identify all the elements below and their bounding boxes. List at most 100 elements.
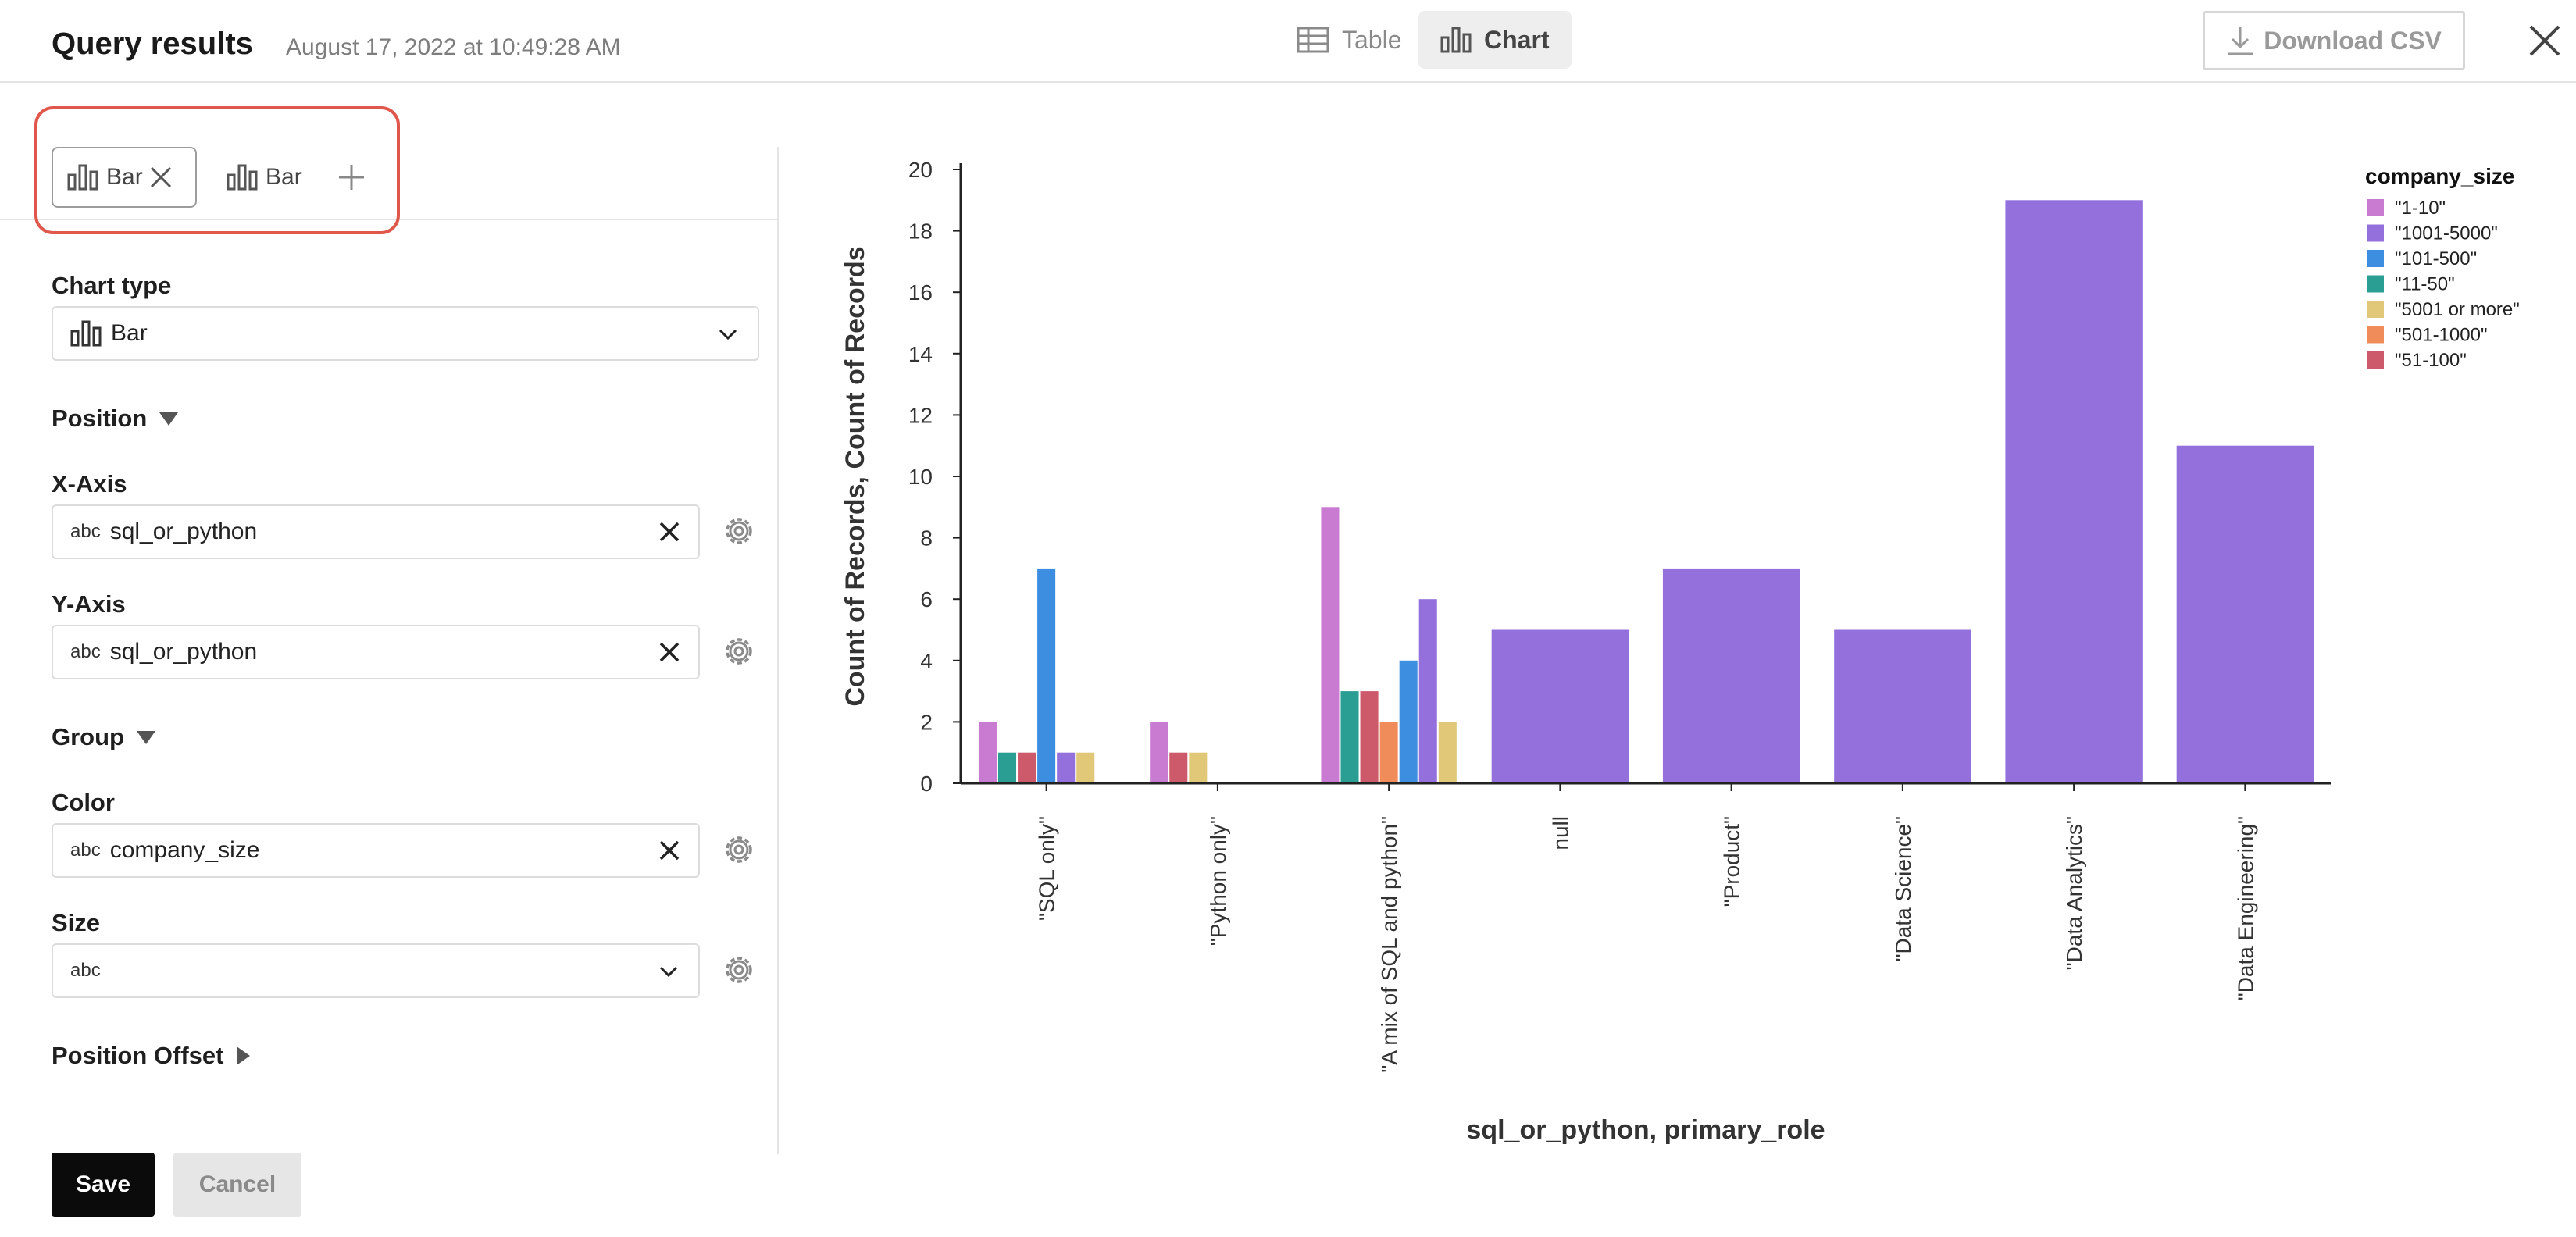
tab-table[interactable]: Table (1275, 11, 1424, 69)
bar-chart-icon (1440, 27, 1472, 53)
remove-color-icon[interactable] (658, 839, 681, 862)
chart-type-value: Bar (111, 320, 148, 346)
color-settings-icon[interactable] (722, 832, 756, 867)
y-tick-label: 8 (920, 526, 933, 551)
x-tick-label: "Data Analytics" (2062, 816, 2086, 970)
tab-chart[interactable]: Chart (1418, 11, 1572, 69)
page-title: Query results (52, 27, 253, 61)
y-axis-label: Y-Axis (52, 590, 126, 618)
header-bar: Query results August 17, 2022 at 10:49:2… (0, 0, 2576, 83)
y-tick-label: 20 (908, 158, 933, 182)
y-tick-label: 16 (908, 280, 933, 305)
legend-swatch (2367, 351, 2384, 369)
bar-chart-icon (67, 164, 98, 191)
cancel-button[interactable]: Cancel (173, 1153, 301, 1217)
position-section-toggle[interactable]: Position (52, 405, 180, 433)
y-tick-label: 6 (920, 587, 933, 611)
y-axis-value: sql_or_python (109, 639, 258, 665)
chart-tab-2-label: Bar (266, 164, 302, 190)
bar (1150, 722, 1168, 783)
legend-label: "51-100" (2395, 350, 2467, 371)
bar-chart: 0 2 4 6 8 10 12 14 16 18 20 Count of Records, Count… (840, 158, 2520, 1145)
bar (1037, 568, 1056, 783)
x-axis-title: sql_or_python, primary_role (1466, 1115, 1825, 1145)
color-value: company_size (109, 837, 260, 863)
x-axis-field[interactable]: abc sql_or_python (52, 504, 700, 559)
bar (2005, 200, 2143, 783)
caret-down-icon (158, 410, 180, 427)
remove-x-axis-icon[interactable] (658, 520, 681, 544)
legend-swatch (2367, 301, 2384, 318)
legend-swatch (2367, 326, 2384, 344)
y-tick-label: 18 (908, 219, 933, 244)
bar (1340, 691, 1359, 783)
bar (1662, 568, 1800, 783)
legend-label: "1001-5000" (2395, 223, 2498, 244)
download-csv-button[interactable]: Download CSV (2203, 11, 2465, 70)
x-tick-label: "Python only" (1206, 816, 1230, 946)
plus-icon (339, 165, 364, 190)
position-offset-section-toggle[interactable]: Position Offset (52, 1042, 252, 1070)
bar (1018, 752, 1036, 783)
bar-chart-icon (70, 320, 102, 347)
table-icon (1297, 27, 1329, 53)
chart-tabs-highlight (34, 106, 400, 234)
size-settings-icon[interactable] (722, 953, 756, 987)
caret-down-icon (135, 729, 157, 746)
chart-tab-2[interactable]: Bar (227, 147, 302, 208)
bar (1321, 507, 1340, 783)
size-select[interactable]: abc (52, 943, 700, 998)
legend-label: "1-10" (2395, 198, 2446, 219)
legend-swatch (2367, 224, 2384, 242)
close-tab-icon[interactable] (149, 166, 173, 189)
x-axis-settings-icon[interactable] (722, 514, 756, 548)
chart-tab-1-label: Bar (106, 164, 143, 190)
bar (1076, 752, 1095, 783)
position-offset-label: Position Offset (52, 1042, 224, 1069)
bar (1057, 752, 1076, 783)
y-tick-label: 0 (920, 772, 933, 796)
bar (1438, 722, 1457, 783)
add-chart-button[interactable] (337, 147, 366, 208)
bar (2176, 445, 2314, 783)
x-tick-label: "SQL only" (1035, 816, 1059, 921)
chevron-down-icon (658, 962, 680, 981)
tab-table-label: Table (1342, 25, 1402, 54)
x-tick-label: "Data Science" (1891, 816, 1915, 961)
bar (1399, 660, 1418, 783)
legend-swatch (2367, 275, 2384, 293)
y-tick-label: 12 (908, 403, 933, 427)
x-tick-label: "A mix of SQL and python" (1377, 816, 1401, 1073)
x-tick-label: "Data Engineering" (2233, 816, 2257, 1000)
legend-title: company_size (2365, 164, 2514, 188)
chart-type-select[interactable]: Bar (52, 306, 759, 361)
legend-label: "11-50" (2395, 274, 2455, 295)
chart-tab-1[interactable]: Bar (52, 147, 197, 208)
caret-right-icon (234, 1045, 252, 1067)
y-tick-label: 2 (920, 710, 933, 734)
bar (1189, 752, 1208, 783)
close-button[interactable] (2524, 20, 2565, 61)
y-tick-label: 10 (908, 465, 933, 489)
legend-swatch (2367, 199, 2384, 216)
color-label: Color (52, 789, 115, 816)
group-section-toggle[interactable]: Group (52, 723, 157, 751)
save-button[interactable]: Save (52, 1153, 155, 1217)
chevron-down-icon (717, 325, 739, 344)
bar (1491, 629, 1629, 783)
y-tick-label: 14 (908, 342, 933, 366)
type-abc-badge: abc (70, 641, 101, 662)
size-label: Size (52, 909, 101, 936)
bar (1418, 599, 1437, 783)
y-axis-field[interactable]: abc sql_or_python (52, 625, 700, 679)
bar-chart-icon (227, 164, 258, 191)
close-icon (2529, 25, 2560, 56)
x-tick-label: "Product" (1720, 816, 1744, 907)
chart-type-label: Chart type (52, 272, 172, 299)
color-field[interactable]: abc company_size (52, 823, 700, 878)
bar (997, 752, 1017, 783)
legend-label: "501-1000" (2395, 325, 2487, 346)
y-axis-settings-icon[interactable] (722, 634, 756, 668)
remove-y-axis-icon[interactable] (658, 640, 681, 664)
x-axis-label: X-Axis (52, 470, 127, 497)
